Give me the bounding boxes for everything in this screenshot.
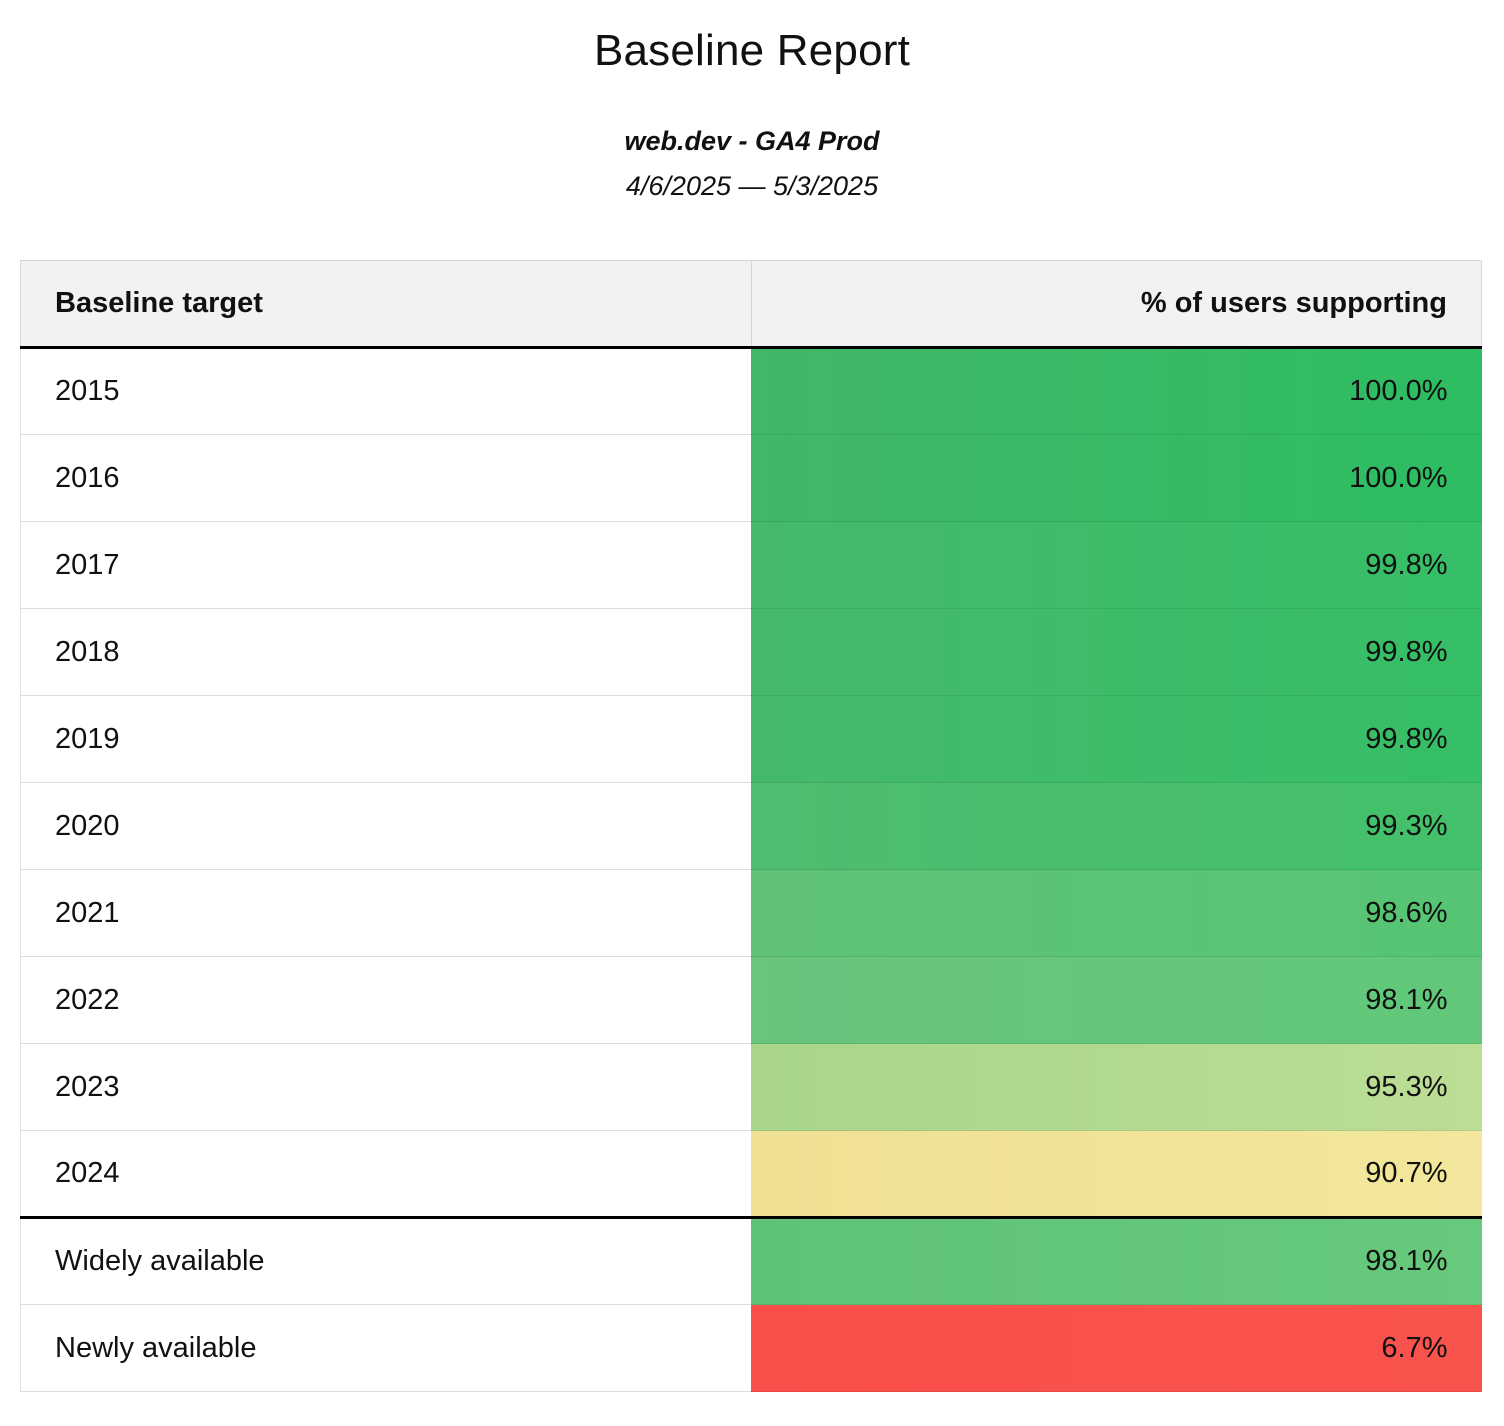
target-cell: 2016 xyxy=(20,434,751,522)
target-cell: 2024 xyxy=(20,1130,751,1218)
target-cell: 2021 xyxy=(20,869,751,957)
table-row: 2023 95.3% xyxy=(20,1043,1482,1131)
target-cell: 2022 xyxy=(20,956,751,1044)
column-header-users-supporting: % of users supporting xyxy=(750,260,1482,349)
value-cell: 98.1% xyxy=(751,956,1482,1044)
value-cell: 90.7% xyxy=(751,1130,1482,1218)
table-row: Widely available 98.1% xyxy=(20,1216,1482,1305)
report-date-range: 4/6/2025 — 5/3/2025 xyxy=(625,171,879,201)
table-row: 2016 100.0% xyxy=(20,434,1482,522)
table-body: 2015 100.0% 2016 100.0% 2017 99.8% 2018 99.8% 20… xyxy=(20,347,1482,1392)
value-cell: 99.8% xyxy=(751,521,1482,609)
column-header-baseline-target: Baseline target xyxy=(20,260,752,349)
table-row: 2022 98.1% xyxy=(20,956,1482,1044)
value-cell: 99.8% xyxy=(751,608,1482,696)
value-cell: 100.0% xyxy=(751,434,1482,522)
value-cell: 6.7% xyxy=(751,1304,1482,1392)
target-cell: 2023 xyxy=(20,1043,751,1131)
target-cell: 2018 xyxy=(20,608,751,696)
table-row: 2024 90.7% xyxy=(20,1130,1482,1218)
baseline-table: Baseline target % of users supporting 20… xyxy=(20,260,1482,1392)
table-row: 2019 99.8% xyxy=(20,695,1482,783)
value-cell: 99.8% xyxy=(751,695,1482,783)
table-row: 2017 99.8% xyxy=(20,521,1482,609)
table-row: 2015 100.0% xyxy=(20,347,1482,435)
table-row: Newly available 6.7% xyxy=(20,1304,1482,1392)
target-cell: Newly available xyxy=(20,1304,751,1392)
target-cell: Widely available xyxy=(20,1216,751,1305)
table-row: 2020 99.3% xyxy=(20,782,1482,870)
value-cell: 98.1% xyxy=(751,1216,1482,1305)
table-row: 2021 98.6% xyxy=(20,869,1482,957)
page-title: Baseline Report xyxy=(593,26,911,75)
value-cell: 95.3% xyxy=(751,1043,1482,1131)
table-header-row: Baseline target % of users supporting xyxy=(20,260,1482,349)
value-cell: 98.6% xyxy=(751,869,1482,957)
target-cell: 2019 xyxy=(20,695,751,783)
target-cell: 2015 xyxy=(20,347,751,435)
target-cell: 2020 xyxy=(20,782,751,870)
value-cell: 99.3% xyxy=(751,782,1482,870)
table-row: 2018 99.8% xyxy=(20,608,1482,696)
value-cell: 100.0% xyxy=(751,347,1482,435)
target-cell: 2017 xyxy=(20,521,751,609)
report-subtitle: web.dev - GA4 Prod xyxy=(624,126,880,156)
